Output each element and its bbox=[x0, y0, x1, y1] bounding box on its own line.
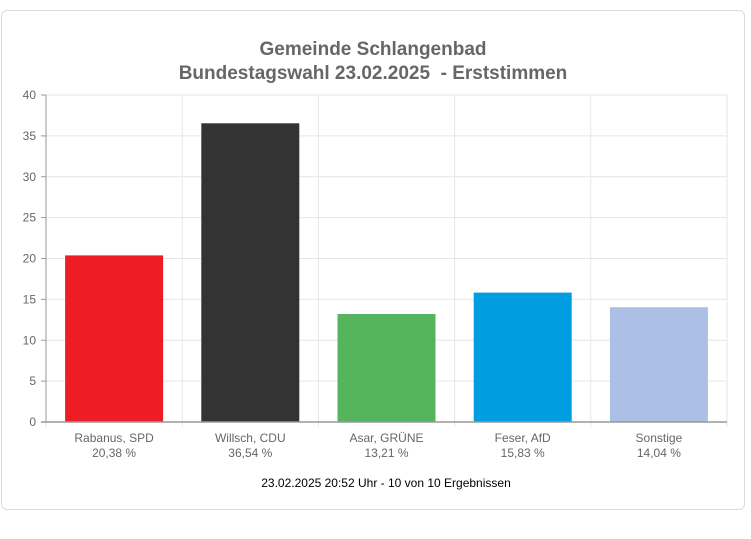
y-tick-label: 15 bbox=[23, 292, 37, 306]
category-label: Rabanus, SPD bbox=[74, 431, 154, 445]
y-tick-label: 40 bbox=[23, 88, 37, 102]
bar-3 bbox=[337, 314, 436, 422]
value-label: 14,04 % bbox=[637, 446, 681, 460]
value-label: 13,21 % bbox=[364, 446, 408, 460]
bars bbox=[65, 123, 708, 423]
value-label: 15,83 % bbox=[501, 446, 545, 460]
bar-4 bbox=[473, 292, 572, 422]
y-tick-label: 10 bbox=[23, 333, 37, 347]
bar-5 bbox=[609, 307, 708, 422]
y-tick-label: 20 bbox=[23, 252, 37, 266]
chart-footer: 23.02.2025 20:52 Uhr - 10 von 10 Ergebni… bbox=[261, 476, 511, 490]
y-tick-label: 35 bbox=[23, 129, 37, 143]
value-label: 36,54 % bbox=[228, 446, 272, 460]
chart-title: Gemeinde Schlangenbad bbox=[260, 39, 487, 60]
category-label: Asar, GRÜNE bbox=[349, 431, 423, 445]
chart-subtitle: Bundestagswahl 23.02.2025 - Erststimmen bbox=[179, 63, 568, 84]
y-tick-label: 0 bbox=[29, 415, 36, 429]
axes bbox=[41, 94, 727, 423]
y-tick-label: 30 bbox=[23, 170, 37, 184]
category-label: Sonstige bbox=[636, 431, 683, 445]
value-label: 20,38 % bbox=[92, 446, 136, 460]
category-label: Willsch, CDU bbox=[215, 431, 286, 445]
category-label: Feser, AfD bbox=[495, 431, 551, 445]
bar-2 bbox=[201, 123, 300, 423]
bar-1 bbox=[65, 255, 164, 422]
y-tick-label: 25 bbox=[23, 211, 37, 225]
y-tick-label: 5 bbox=[29, 374, 36, 388]
